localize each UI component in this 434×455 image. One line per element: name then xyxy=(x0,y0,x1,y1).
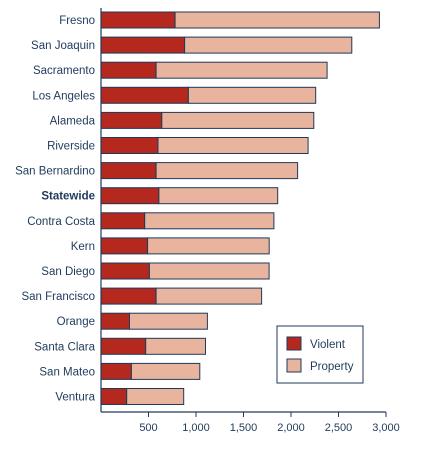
category-label-san-francisco: San Francisco xyxy=(21,291,95,303)
legend-box xyxy=(276,325,364,384)
category-label-san-diego: San Diego xyxy=(41,266,95,278)
x-tick-label: 500 xyxy=(139,422,157,434)
category-label-alameda: Alameda xyxy=(50,115,96,127)
bars-layer xyxy=(100,11,380,405)
bar-property-kern xyxy=(147,237,270,255)
category-label-ventura: Ventura xyxy=(55,392,95,404)
category-label-statewide: Statewide xyxy=(41,191,95,203)
x-tick-label: 2,000 xyxy=(277,422,305,434)
category-labels: Fresno San Joaquin Sacramento Los Angeles Al… xyxy=(15,15,96,404)
bar-violent-san-bernardino xyxy=(100,162,157,180)
category-label-san-mateo: San Mateo xyxy=(39,366,95,378)
bar-violent-santa-clara xyxy=(100,337,147,355)
bar-violent-orange xyxy=(100,312,130,330)
bar-violent-sacramento xyxy=(100,61,157,79)
category-label-fresno: Fresno xyxy=(59,15,95,27)
category-label-san-bernardino: San Bernardino xyxy=(15,166,95,178)
bar-property-san-diego xyxy=(148,262,270,280)
legend: Violent Property xyxy=(276,325,364,384)
bar-violent-contra-costa xyxy=(100,212,146,230)
bar-property-orange xyxy=(129,312,208,330)
legend-label-property: Property xyxy=(310,361,354,373)
bar-property-statewide xyxy=(158,187,279,205)
x-tick-label: 3,000 xyxy=(372,422,400,434)
bar-property-contra-costa xyxy=(144,212,275,230)
bar-property-san-francisco xyxy=(155,287,263,305)
bar-violent-statewide xyxy=(100,187,160,205)
bar-property-san-joaquin xyxy=(184,36,353,54)
bar-violent-san-diego xyxy=(100,262,150,280)
category-label-riverside: Riverside xyxy=(47,141,95,153)
bar-violent-ventura xyxy=(100,388,128,405)
category-label-san-joaquin: San Joaquin xyxy=(31,40,95,52)
bar-property-ventura xyxy=(126,388,185,405)
category-label-sacramento: Sacramento xyxy=(33,65,95,77)
bar-property-fresno xyxy=(174,11,380,29)
category-label-los-angeles: Los Angeles xyxy=(32,90,95,102)
category-label-kern: Kern xyxy=(71,241,95,253)
bar-property-san-bernardino xyxy=(155,162,299,180)
x-tick-label: 1,500 xyxy=(230,422,258,434)
x-tick-label: 2,500 xyxy=(325,422,353,434)
bar-violent-san-mateo xyxy=(100,362,132,380)
bar-property-sacramento xyxy=(155,61,328,79)
category-label-contra-costa: Contra Costa xyxy=(27,216,95,228)
bar-property-los-angeles xyxy=(187,86,317,104)
bar-violent-fresno xyxy=(100,11,176,29)
legend-label-violent: Violent xyxy=(310,339,346,351)
bar-property-riverside xyxy=(157,137,309,154)
legend-swatch-violent xyxy=(286,336,302,351)
bar-property-san-mateo xyxy=(130,362,201,380)
category-label-orange: Orange xyxy=(57,316,95,328)
bar-violent-riverside xyxy=(100,137,159,154)
bar-violent-san-francisco xyxy=(100,287,157,305)
bar-violent-san-joaquin xyxy=(100,36,186,54)
x-axis-ticks: 500 1,000 1,500 2,000 2,500 3,000 xyxy=(139,412,400,434)
category-label-santa-clara: Santa Clara xyxy=(34,341,95,353)
bar-violent-alameda xyxy=(100,111,163,129)
bar-violent-los-angeles xyxy=(100,86,189,104)
x-tick-label: 1,000 xyxy=(182,422,210,434)
bar-property-santa-clara xyxy=(145,337,206,355)
bar-violent-kern xyxy=(100,237,149,255)
legend-swatch-property xyxy=(286,358,302,373)
bar-property-alameda xyxy=(161,111,315,129)
